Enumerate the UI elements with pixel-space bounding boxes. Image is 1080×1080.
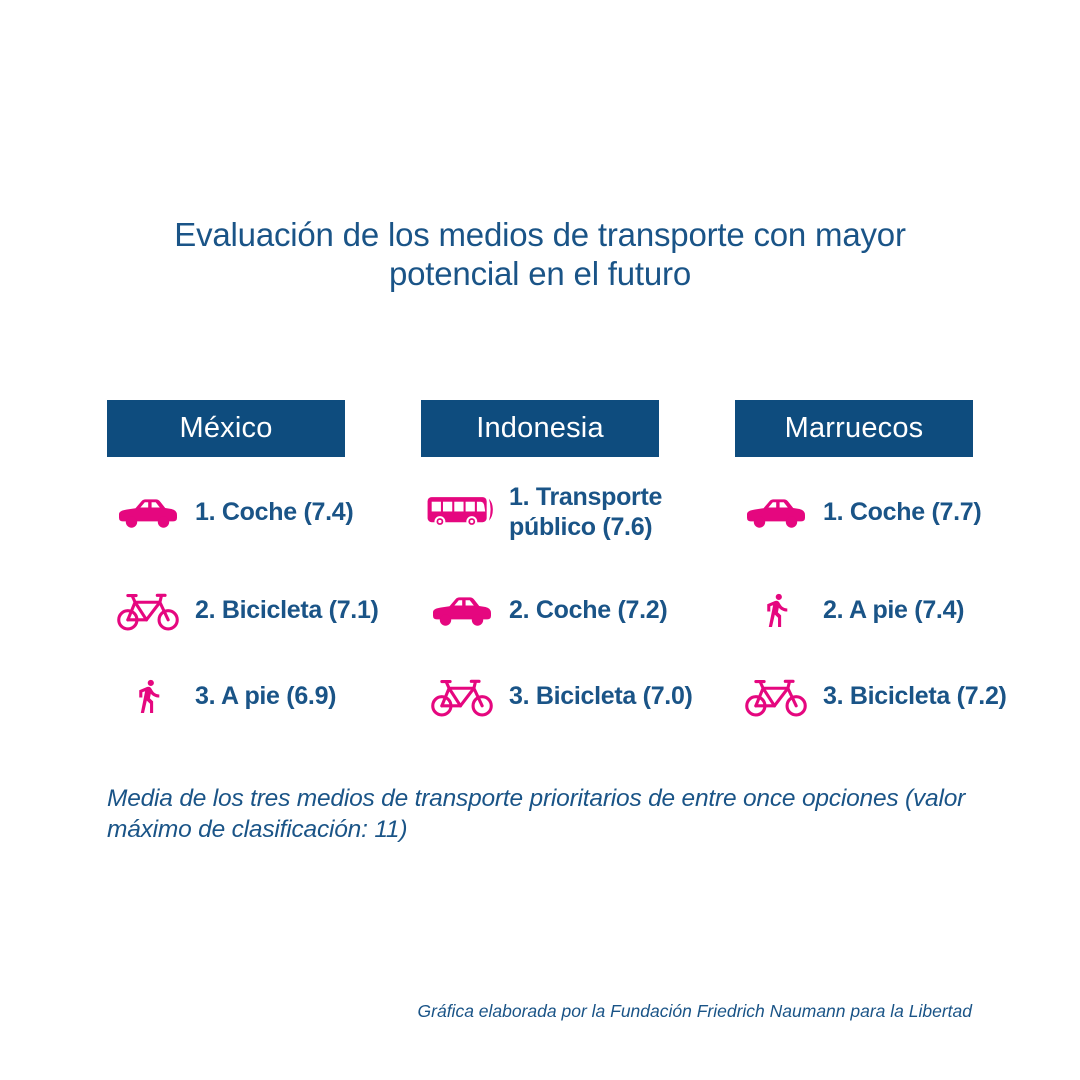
transport-row: 1. Coche (7.4) — [107, 483, 383, 541]
bicycle-icon — [107, 581, 189, 639]
country-header-mexico: México — [107, 400, 345, 457]
transport-label: 3. Bicicleta (7.2) — [823, 682, 1007, 710]
transport-row: 1. Coche (7.7) — [735, 483, 1011, 541]
car-icon — [107, 483, 189, 541]
transport-row: 3. A pie (6.9) — [107, 667, 383, 725]
page-title: Evaluación de los medios de transporte c… — [174, 216, 906, 292]
transport-row: 1. Transporte público (7.6) — [421, 483, 697, 541]
bus-icon — [421, 483, 503, 541]
pedestrian-icon — [107, 667, 189, 725]
bicycle-icon — [421, 667, 503, 725]
transport-label: 1. Transporte público (7.6) — [509, 483, 663, 541]
methodology-footnote: Media de los tres medios de transporte p… — [107, 785, 966, 843]
source-attribution: Gráfica elaborada por la Fundación Fried… — [417, 1001, 972, 1021]
transport-label: 3. Bicicleta (7.0) — [509, 682, 693, 710]
car-icon — [421, 581, 503, 639]
bicycle-icon — [735, 667, 817, 725]
transport-row: 3. Bicicleta (7.0) — [421, 667, 697, 725]
pedestrian-icon — [735, 581, 817, 639]
transport-label: 2. Coche (7.2) — [509, 596, 668, 624]
transport-label: 1. Coche (7.4) — [195, 498, 354, 526]
transport-row: 2. A pie (7.4) — [735, 581, 1011, 639]
country-column-marruecos: Marruecos 1. Coche (7.7) 2. A pie (7.4) … — [735, 400, 1011, 725]
country-column-mexico: México 1. Coche (7.4) 2. Bicicleta (7.1)… — [107, 400, 383, 725]
country-column-indonesia: Indonesia 1. Transporte público (7.6) 2.… — [421, 400, 697, 725]
transport-label: 2. A pie (7.4) — [823, 596, 965, 624]
transport-row: 2. Coche (7.2) — [421, 581, 697, 639]
transport-label: 2. Bicicleta (7.1) — [195, 596, 379, 624]
country-header-marruecos: Marruecos — [735, 400, 973, 457]
transport-row: 3. Bicicleta (7.2) — [735, 667, 1011, 725]
transport-label: 1. Coche (7.7) — [823, 498, 982, 526]
country-header-indonesia: Indonesia — [421, 400, 659, 457]
car-icon — [735, 483, 817, 541]
transport-label: 3. A pie (6.9) — [195, 682, 337, 710]
transport-row: 2. Bicicleta (7.1) — [107, 581, 383, 639]
